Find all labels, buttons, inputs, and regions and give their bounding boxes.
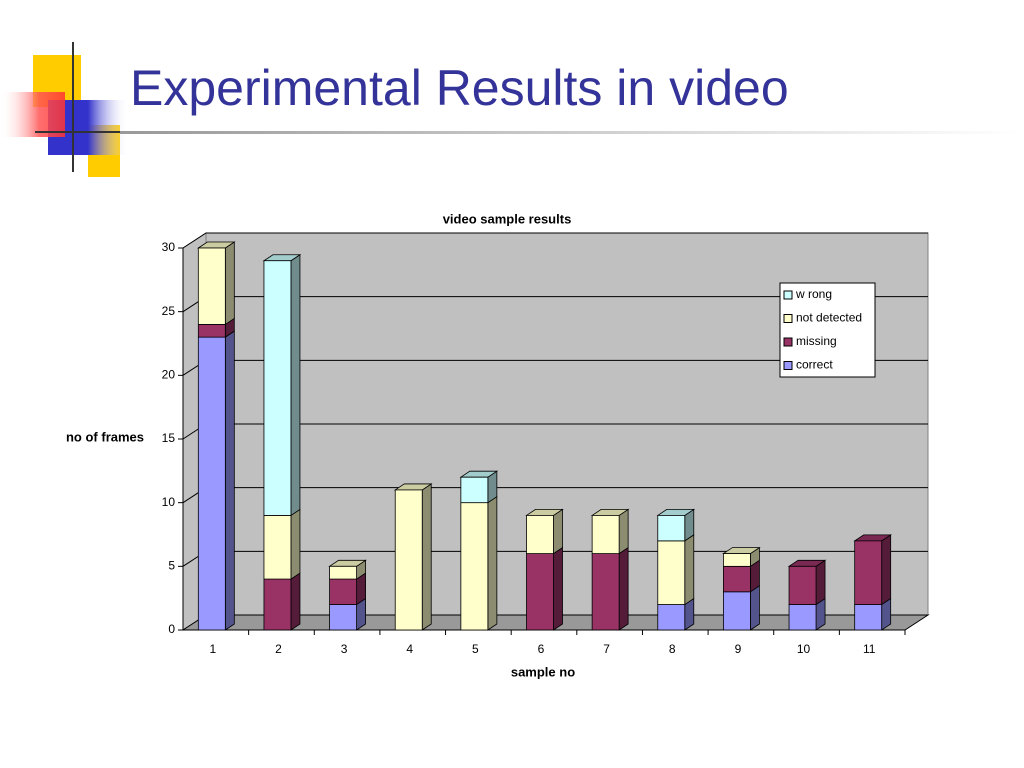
decoration xyxy=(0,42,1020,177)
legend-swatch xyxy=(783,337,793,347)
bar-side xyxy=(224,241,235,326)
bar-side xyxy=(750,585,760,631)
bar xyxy=(394,489,423,631)
bar xyxy=(657,604,686,631)
bar xyxy=(329,604,357,631)
y-axis-label: no of frames xyxy=(66,429,144,444)
legend-label: w rong xyxy=(795,287,832,301)
bar xyxy=(723,591,751,631)
x-tick-label: 5 xyxy=(472,642,479,656)
bar xyxy=(460,476,489,504)
x-axis-label: sample no xyxy=(511,664,575,679)
legend-label: missing xyxy=(796,334,837,348)
x-tick-label: 6 xyxy=(538,642,545,656)
x-tick-label: 11 xyxy=(863,642,876,656)
bar xyxy=(657,515,686,542)
bar xyxy=(263,260,292,516)
bar-side xyxy=(290,508,301,580)
bar-side xyxy=(618,508,629,555)
x-tick-label: 7 xyxy=(603,642,610,656)
y-tick-label: 5 xyxy=(168,559,175,573)
y-tick-label: 25 xyxy=(162,304,176,318)
y-tick-label: 0 xyxy=(168,622,175,636)
bar xyxy=(329,565,357,580)
y-tick-label: 20 xyxy=(162,368,176,382)
bar xyxy=(526,553,554,631)
bar xyxy=(657,540,686,605)
legend-swatch xyxy=(783,361,793,370)
x-tick-label: 3 xyxy=(341,642,348,656)
bar xyxy=(788,604,817,631)
legend-label: not detected xyxy=(796,311,862,325)
x-tick-label: 8 xyxy=(669,642,676,656)
bar xyxy=(723,553,751,567)
bar xyxy=(854,604,883,631)
bar-side xyxy=(684,534,695,606)
bar-side xyxy=(487,495,498,631)
x-tick-label: 10 xyxy=(797,642,811,656)
bar-side xyxy=(421,483,432,631)
legend-swatch xyxy=(783,314,793,323)
bar xyxy=(526,515,554,555)
x-tick-label: 1 xyxy=(209,642,216,656)
bar-side xyxy=(881,534,892,606)
bar-side xyxy=(290,572,301,631)
x-tick-label: 2 xyxy=(275,642,282,656)
bar xyxy=(788,565,817,605)
y-tick-label: 30 xyxy=(162,240,176,254)
bar xyxy=(197,323,226,338)
x-tick-label: 9 xyxy=(735,642,742,656)
slide-title: Experimental Results in video xyxy=(130,60,789,116)
legend-label: correct xyxy=(796,358,833,372)
bar-side xyxy=(618,546,629,631)
bar xyxy=(723,565,751,593)
bar-side xyxy=(224,330,235,631)
bar xyxy=(460,502,489,631)
bar xyxy=(263,578,292,631)
chart-title: video sample results xyxy=(443,211,572,226)
grid-line xyxy=(182,232,928,249)
bar xyxy=(591,515,620,555)
legend-box xyxy=(779,282,876,378)
legend-swatch xyxy=(783,290,793,300)
bar-side xyxy=(815,559,826,606)
bar-side xyxy=(290,253,301,517)
y-tick-label: 15 xyxy=(162,431,176,445)
bar-side xyxy=(553,508,563,555)
bar xyxy=(854,540,883,605)
bar xyxy=(329,578,357,605)
bar xyxy=(197,247,226,325)
x-tick-label: 4 xyxy=(406,642,413,656)
bar xyxy=(263,515,292,580)
bar xyxy=(197,336,226,631)
y-tick-label: 10 xyxy=(162,495,176,509)
bar-side xyxy=(553,546,563,631)
bar xyxy=(591,553,620,631)
